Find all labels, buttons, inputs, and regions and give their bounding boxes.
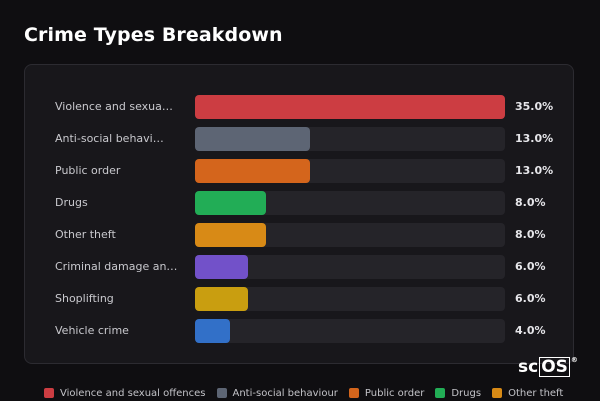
bar-category-label: Other theft — [55, 228, 116, 241]
chart-title: Crime Types Breakdown — [24, 24, 283, 46]
legend-item: Violence and sexual offences — [44, 388, 206, 399]
bar-track — [195, 127, 505, 151]
bar-category-label: Vehicle crime — [55, 324, 129, 337]
legend-label: Other theft — [508, 387, 564, 399]
bar — [195, 255, 248, 279]
chart-legend: Violence and sexual offences Anti-social … — [44, 385, 574, 401]
bar-row: Drugs 8.0% — [25, 191, 573, 215]
legend-item: Anti-social behaviour — [216, 387, 338, 399]
bar-track — [195, 159, 505, 183]
watermark-prefix: sc — [518, 357, 539, 377]
bar-value-label: 8.0% — [515, 228, 546, 241]
bar-row: Anti-social behavi… 13.0% — [25, 127, 573, 151]
bar — [195, 127, 310, 151]
bar-track — [195, 287, 505, 311]
bar-category-label: Criminal damage an… — [55, 260, 178, 273]
bar-track — [195, 255, 505, 279]
chart-panel: Violence and sexua… 35.0% Anti-social beha… — [24, 64, 574, 364]
legend-swatch — [492, 388, 503, 398]
legend-label: Violence and sexual offences — [60, 387, 206, 399]
bar-value-label: 4.0% — [515, 324, 546, 337]
bar-row: Vehicle crime 4.0% — [25, 319, 573, 343]
legend-swatch — [44, 388, 54, 398]
bar-track — [195, 319, 505, 343]
legend-swatch — [348, 388, 359, 398]
watermark-boxed: OS — [539, 357, 570, 377]
legend-label: Drugs — [451, 387, 482, 399]
legend-label: Public order — [364, 387, 425, 399]
watermark-registered: ® — [570, 356, 578, 364]
bar-row: Violence and sexua… 35.0% — [25, 95, 573, 119]
legend-item: Other theft — [492, 388, 563, 399]
legend-label: Anti-social behaviour — [232, 387, 338, 399]
bar-category-label: Violence and sexua… — [55, 100, 173, 113]
brand-watermark: sc OS ® — [518, 356, 578, 377]
bar — [195, 287, 248, 311]
bar-value-label: 35.0% — [515, 100, 554, 113]
bar — [195, 159, 310, 183]
bar-value-label: 8.0% — [515, 196, 546, 209]
bar — [195, 319, 230, 343]
legend-item: Public order — [348, 387, 425, 399]
bar-category-label: Drugs — [55, 196, 88, 209]
bar-category-label: Public order — [55, 164, 121, 177]
bar-track — [195, 223, 505, 247]
bar — [195, 95, 505, 119]
bar-value-label: 6.0% — [515, 292, 546, 305]
bar-value-label: 6.0% — [515, 260, 546, 273]
bar-track — [195, 191, 505, 215]
legend-swatch — [216, 388, 227, 398]
bar — [195, 223, 266, 247]
legend-item: Drugs — [435, 388, 481, 399]
bar-value-label: 13.0% — [515, 164, 554, 177]
bar-row: Other theft 8.0% — [25, 223, 573, 247]
bar-row: Shoplifting 6.0% — [25, 287, 573, 311]
bar-category-label: Shoplifting — [55, 292, 114, 305]
bar-value-label: 13.0% — [515, 132, 554, 145]
bar-category-label: Anti-social behavi… — [55, 132, 164, 145]
legend-swatch — [435, 388, 446, 398]
bar — [195, 191, 266, 215]
bar-row: Public order 13.0% — [25, 159, 573, 183]
bar-row: Criminal damage an… 6.0% — [25, 255, 573, 279]
bar-track — [195, 95, 505, 119]
